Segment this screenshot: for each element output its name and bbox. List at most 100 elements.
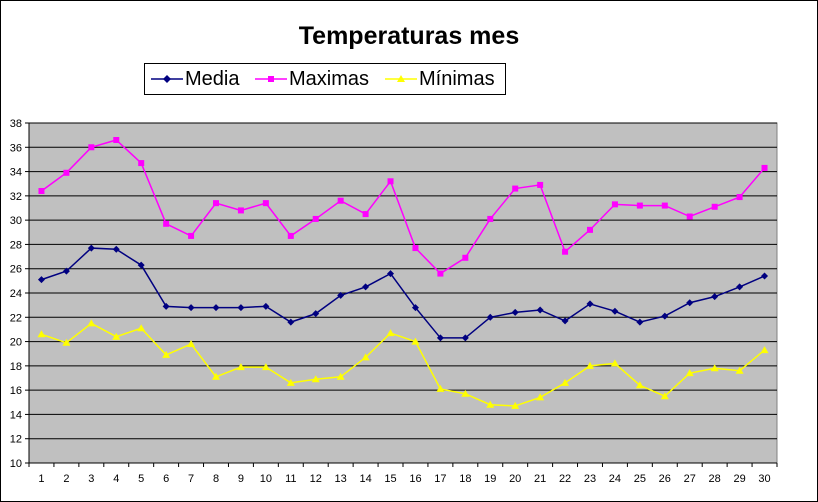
data-point-media — [636, 318, 644, 326]
x-tick-label: 26 — [659, 473, 671, 485]
data-point-maximas — [437, 270, 444, 277]
data-point-maximas — [611, 201, 618, 208]
data-point-maximas — [362, 211, 369, 218]
data-point-minimas — [162, 350, 171, 358]
data-point-minimas — [62, 338, 71, 346]
y-tick-label: 18 — [10, 361, 22, 373]
y-tick-label: 34 — [10, 167, 22, 179]
data-point-media — [187, 304, 195, 312]
data-point-media — [411, 304, 419, 312]
data-point-minimas — [710, 364, 719, 372]
data-point-minimas — [536, 393, 545, 401]
data-point-media — [87, 244, 95, 252]
data-point-media — [387, 270, 395, 278]
data-point-maximas — [237, 207, 244, 214]
data-point-media — [611, 307, 619, 315]
data-point-maximas — [38, 188, 45, 194]
data-point-media — [362, 283, 370, 291]
legend-item-minimas: Mínimas — [381, 64, 503, 94]
y-tick-label: 14 — [10, 409, 22, 421]
data-point-minimas — [311, 375, 320, 383]
x-tick-label: 8 — [213, 473, 219, 485]
data-point-maximas — [113, 137, 120, 143]
data-point-media — [162, 302, 170, 310]
x-tick-label: 11 — [285, 473, 296, 485]
data-point-maximas — [487, 215, 494, 222]
data-point-maximas — [661, 202, 668, 209]
data-point-maximas — [213, 200, 219, 207]
data-point-maximas — [537, 181, 544, 188]
y-tick-label: 30 — [10, 215, 22, 227]
x-tick-label: 16 — [409, 473, 421, 485]
data-point-maximas — [412, 245, 419, 252]
data-point-media — [586, 300, 594, 308]
data-point-minimas — [236, 363, 245, 371]
y-tick-label: 10 — [10, 458, 22, 470]
data-point-media — [287, 318, 295, 326]
x-tick-label: 18 — [459, 473, 471, 485]
data-point-minimas — [586, 361, 594, 369]
y-tick-label: 36 — [10, 142, 22, 154]
data-point-media — [486, 313, 494, 321]
legend-label-media: Media — [185, 68, 240, 90]
x-tick-label: 1 — [38, 473, 44, 485]
x-tick-label: 7 — [188, 473, 194, 485]
data-point-minimas — [635, 381, 644, 389]
data-point-minimas — [187, 340, 196, 347]
data-point-media — [37, 276, 45, 284]
y-tick-label: 24 — [10, 288, 22, 300]
x-tick-label: 20 — [509, 473, 521, 485]
series-line-media — [41, 247, 765, 339]
data-point-media — [337, 291, 345, 299]
data-point-maximas — [711, 203, 718, 210]
data-point-maximas — [287, 232, 294, 239]
x-tick-label: 9 — [238, 473, 244, 485]
data-point-minimas — [212, 372, 220, 380]
x-tick-label: 13 — [335, 473, 347, 485]
y-tick-label: 38 — [10, 118, 22, 130]
chart-title: Temperaturas mes — [298, 22, 520, 50]
data-point-minimas — [411, 337, 420, 345]
data-point-minimas — [37, 330, 46, 338]
data-point-maximas — [88, 144, 95, 151]
data-point-maximas — [262, 200, 269, 207]
data-point-minimas — [261, 363, 270, 371]
data-point-minimas — [336, 372, 345, 380]
x-tick-label: 2 — [63, 473, 69, 485]
data-point-maximas — [562, 248, 569, 255]
legend-item-maximas: Maximas — [251, 64, 381, 94]
x-tick-label: 6 — [163, 473, 169, 485]
data-point-maximas — [587, 226, 593, 233]
x-tick-label: 23 — [584, 473, 596, 485]
x-tick-label: 30 — [758, 473, 770, 485]
data-point-maximas — [312, 215, 319, 222]
data-point-maximas — [387, 178, 394, 185]
x-tick-label: 22 — [559, 473, 571, 485]
data-point-maximas — [63, 169, 70, 176]
data-point-media — [761, 272, 769, 280]
legend: Media Maximas Mínimas — [144, 63, 506, 95]
y-tick-label: 22 — [10, 312, 22, 324]
x-tick-label: 14 — [359, 473, 371, 485]
data-point-minimas — [561, 378, 570, 386]
data-point-media — [112, 245, 120, 253]
data-point-media — [711, 293, 719, 301]
legend-swatch-maximas — [255, 76, 287, 82]
y-tick-label: 16 — [10, 385, 22, 397]
data-point-maximas — [761, 164, 768, 171]
data-point-maximas — [138, 160, 145, 167]
data-point-media — [461, 334, 469, 342]
data-point-maximas — [736, 194, 743, 201]
data-point-minimas — [87, 319, 96, 327]
x-tick-label: 10 — [260, 473, 272, 485]
data-point-media — [561, 317, 569, 325]
data-point-minimas — [685, 369, 694, 377]
y-tick-label: 32 — [10, 191, 22, 203]
data-point-maximas — [636, 202, 643, 209]
data-point-minimas — [286, 378, 295, 386]
data-point-media — [736, 283, 744, 291]
x-tick-label: 21 — [534, 473, 546, 485]
data-point-minimas — [461, 389, 470, 397]
data-point-media — [536, 306, 544, 314]
